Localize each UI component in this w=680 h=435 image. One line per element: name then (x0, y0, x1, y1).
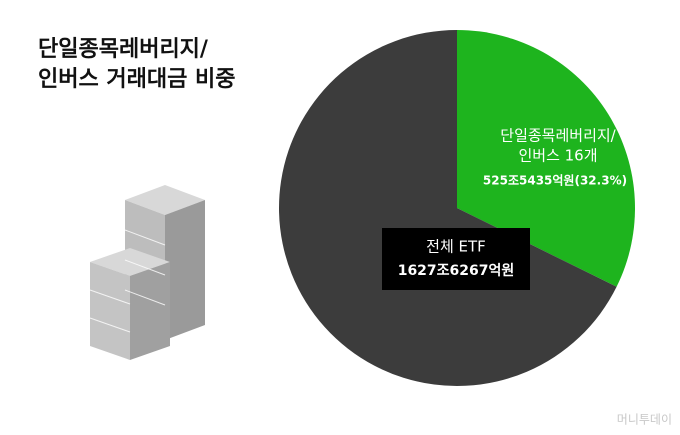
chart-title: 단일종목레버리지/ (38, 37, 209, 62)
total-label: 1627조6267억원 (398, 263, 515, 279)
data-label: 525조5435억원(32.3%) (483, 174, 627, 188)
money-icon (89, 185, 205, 360)
total-name: 전체 ETF (426, 238, 486, 256)
pie-slice (279, 30, 617, 386)
watermark: 머니투데이 (617, 413, 672, 427)
slice-label: 인버스 16개 (518, 147, 597, 165)
slice-label: 단일종목레버리지/ (500, 127, 616, 145)
chart-title: 인버스 거래대금 비중 (38, 67, 235, 92)
pie-slice (457, 30, 635, 287)
pie (279, 30, 635, 386)
total-box (382, 228, 530, 290)
